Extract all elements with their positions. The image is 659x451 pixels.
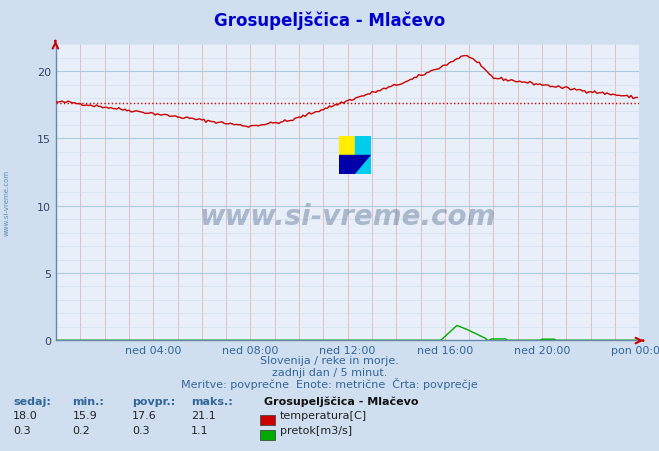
- Text: Meritve: povprečne  Enote: metrične  Črta: povprečje: Meritve: povprečne Enote: metrične Črta:…: [181, 377, 478, 389]
- Text: www.si-vreme.com: www.si-vreme.com: [3, 170, 10, 236]
- Polygon shape: [355, 156, 371, 175]
- Text: 15.9: 15.9: [72, 410, 98, 420]
- Text: maks.:: maks.:: [191, 396, 233, 405]
- Text: Grosupeljščica - Mlačevo: Grosupeljščica - Mlačevo: [214, 11, 445, 29]
- Text: temperatura[C]: temperatura[C]: [280, 410, 367, 420]
- Bar: [355, 137, 371, 156]
- Text: povpr.:: povpr.:: [132, 396, 175, 405]
- Text: pretok[m3/s]: pretok[m3/s]: [280, 425, 352, 435]
- Text: 18.0: 18.0: [13, 410, 38, 420]
- Text: www.si-vreme.com: www.si-vreme.com: [200, 202, 496, 230]
- Text: Grosupeljščica - Mlačevo: Grosupeljščica - Mlačevo: [264, 395, 418, 405]
- Text: min.:: min.:: [72, 396, 104, 405]
- Text: 1.1: 1.1: [191, 425, 209, 435]
- Text: sedaj:: sedaj:: [13, 396, 51, 405]
- Text: 0.3: 0.3: [132, 425, 150, 435]
- Text: 21.1: 21.1: [191, 410, 216, 420]
- Bar: [339, 137, 355, 156]
- Text: zadnji dan / 5 minut.: zadnji dan / 5 minut.: [272, 367, 387, 377]
- Text: 17.6: 17.6: [132, 410, 157, 420]
- Text: 0.3: 0.3: [13, 425, 31, 435]
- Text: 0.2: 0.2: [72, 425, 90, 435]
- Text: Slovenija / reke in morje.: Slovenija / reke in morje.: [260, 355, 399, 365]
- Bar: [339, 156, 371, 175]
